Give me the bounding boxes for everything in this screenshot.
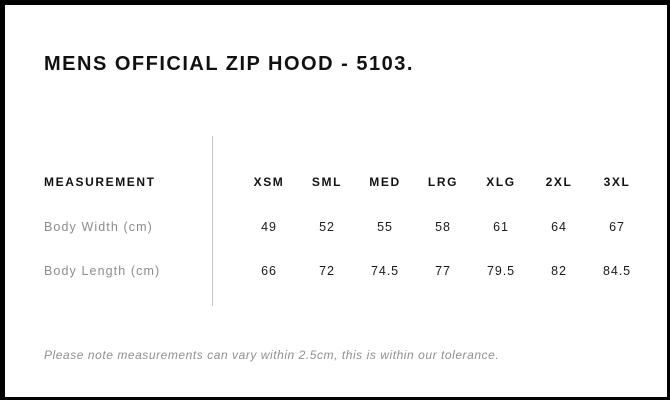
column-header-3xl: 3XL — [603, 175, 631, 189]
cell-body-length-xlg: 79.5 — [487, 264, 515, 278]
cell-body-width-xlg: 61 — [493, 220, 509, 234]
column-header-xsm: XSM — [253, 175, 285, 189]
row-label-body-width: Body Width (cm) — [44, 220, 153, 234]
row-label-body-length: Body Length (cm) — [44, 264, 161, 278]
cell-body-width-med: 55 — [377, 220, 393, 234]
cell-body-width-sml: 52 — [319, 220, 335, 234]
column-header-xlg: XLG — [486, 175, 516, 189]
size-chart-card: MENS OFFICIAL ZIP HOOD - 5103. MEASUREME… — [5, 5, 667, 397]
cell-body-width-3xl: 67 — [609, 220, 625, 234]
cell-body-width-xsm: 49 — [261, 220, 277, 234]
cell-body-width-lrg: 58 — [435, 220, 451, 234]
table-header-row: MEASUREMENT XSM SML MED LRG XLG 2XL 3XL — [5, 171, 667, 193]
cell-body-length-med: 74.5 — [371, 264, 399, 278]
cell-body-length-xsm: 66 — [261, 264, 277, 278]
cell-body-length-2xl: 82 — [551, 264, 567, 278]
column-header-2xl: 2XL — [545, 175, 573, 189]
page-title: MENS OFFICIAL ZIP HOOD - 5103. — [44, 53, 414, 75]
cell-body-length-lrg: 77 — [435, 264, 451, 278]
column-header-lrg: LRG — [427, 175, 459, 189]
table-row: Body Length (cm) 66 72 74.5 77 79.5 82 8… — [5, 260, 667, 282]
column-header-sml: SML — [311, 175, 343, 189]
column-header-measurement: MEASUREMENT — [44, 175, 156, 189]
column-divider — [212, 136, 213, 306]
column-header-med: MED — [369, 175, 401, 189]
cell-body-width-2xl: 64 — [551, 220, 567, 234]
cell-body-length-3xl: 84.5 — [603, 264, 631, 278]
table-row: Body Width (cm) 49 52 55 58 61 64 67 — [5, 216, 667, 238]
cell-body-length-sml: 72 — [319, 264, 335, 278]
tolerance-note: Please note measurements can vary within… — [44, 348, 500, 362]
